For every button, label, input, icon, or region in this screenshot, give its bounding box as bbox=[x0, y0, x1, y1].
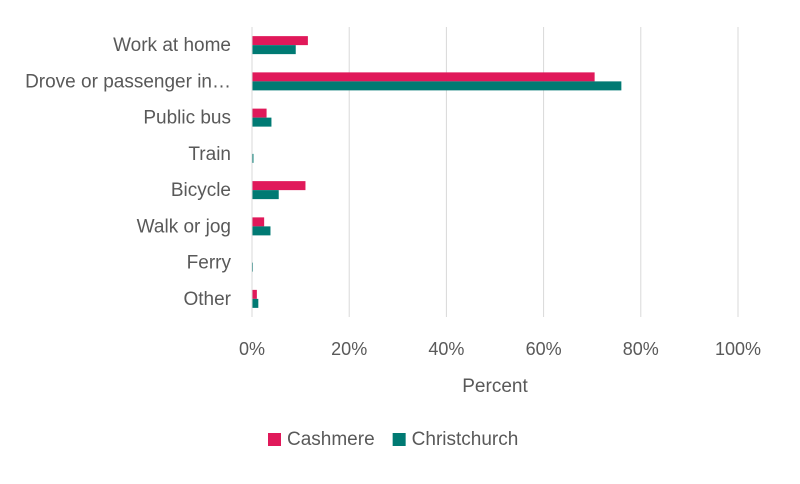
bar-cashmere bbox=[252, 108, 267, 118]
x-tick-label: 60% bbox=[526, 339, 562, 359]
x-axis-title: Percent bbox=[462, 376, 528, 397]
category-label: Other bbox=[183, 289, 231, 310]
legend-label: Christchurch bbox=[412, 429, 519, 450]
bar-cashmere bbox=[252, 217, 265, 227]
legend-label: Cashmere bbox=[287, 429, 375, 450]
bar-christchurch bbox=[252, 117, 272, 127]
x-tick-label: 100% bbox=[715, 339, 761, 359]
bar-cashmere bbox=[252, 181, 306, 191]
category-label: Work at home bbox=[113, 35, 231, 56]
x-tick-label: 20% bbox=[331, 339, 367, 359]
bar-christchurch bbox=[252, 81, 622, 91]
axes: 0% 20% 40% 60% 80% 100% Work at home Drove or p… bbox=[25, 27, 761, 359]
legend-swatch bbox=[268, 433, 281, 446]
gridlines bbox=[348, 27, 739, 317]
x-tick-label: 40% bbox=[428, 339, 464, 359]
bar-cashmere bbox=[252, 289, 257, 299]
bar-christchurch bbox=[252, 45, 296, 55]
bars bbox=[252, 36, 622, 308]
x-tick-label: 80% bbox=[623, 339, 659, 359]
x-tick-label: 0% bbox=[239, 339, 265, 359]
bar-christchurch bbox=[252, 226, 271, 236]
legend: Cashmere Christchurch bbox=[268, 429, 518, 450]
category-label: Train bbox=[188, 144, 231, 165]
legend-swatch bbox=[392, 433, 406, 446]
bar-christchurch bbox=[252, 153, 254, 163]
category-label: Bicycle bbox=[171, 180, 231, 201]
category-label: Walk or jog bbox=[137, 216, 231, 237]
category-label: Ferry bbox=[187, 253, 232, 274]
bar-cashmere bbox=[252, 36, 308, 46]
bar-christchurch bbox=[252, 190, 279, 200]
category-label: Drove or passenger in… bbox=[25, 71, 231, 92]
bar-christchurch bbox=[252, 298, 259, 308]
category-label: Public bus bbox=[143, 108, 231, 129]
bar-cashmere bbox=[252, 72, 595, 82]
